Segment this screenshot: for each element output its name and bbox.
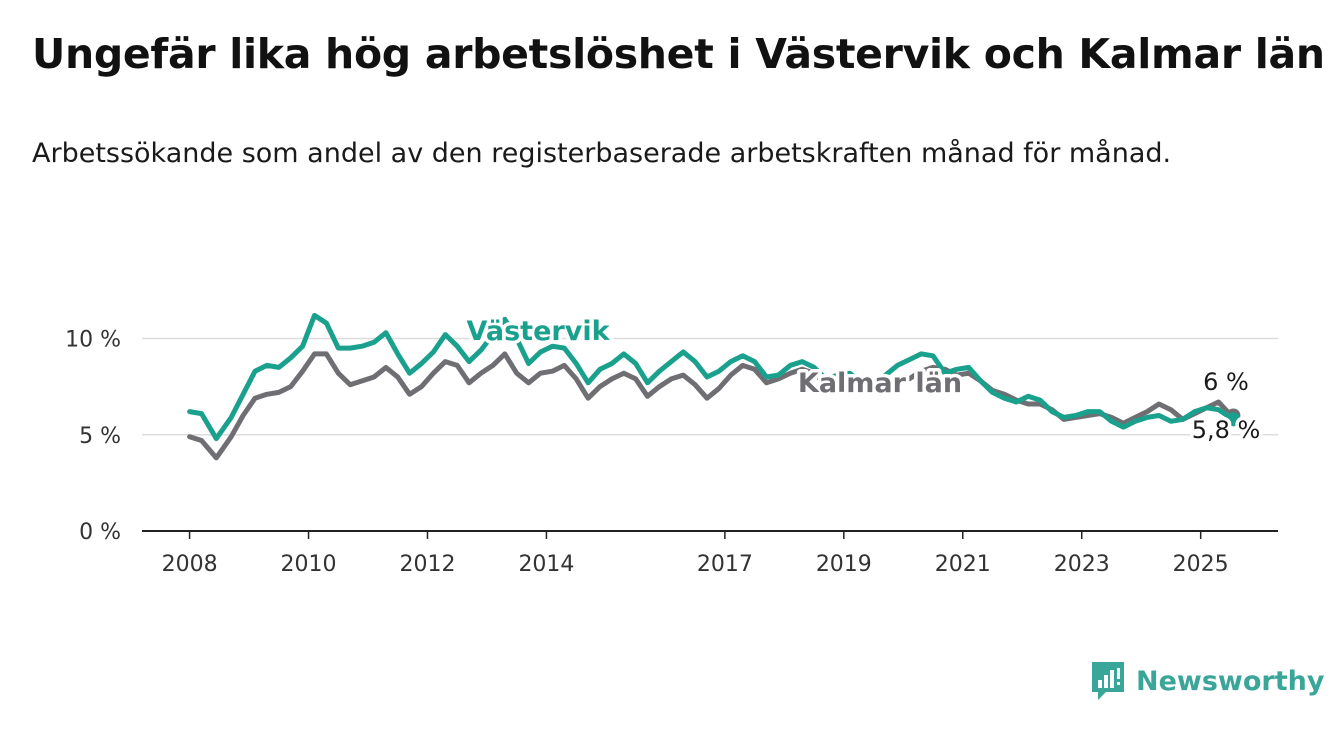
y-tick-label: 0 % xyxy=(79,520,121,545)
end-label-kalmar: 6 % xyxy=(1203,368,1249,396)
series-line-kalmar-lan xyxy=(187,351,1236,461)
x-tick-label: 2008 xyxy=(162,552,218,577)
x-tick-label: 2021 xyxy=(935,552,991,577)
x-tick-label: 2019 xyxy=(816,552,872,577)
end-label-vastervik: 5,8 % xyxy=(1192,416,1261,444)
x-tick-label: 2014 xyxy=(518,552,574,577)
y-tick-label: 10 % xyxy=(65,328,121,353)
series-end-point xyxy=(1226,412,1241,427)
y-tick-label: 5 % xyxy=(79,424,121,449)
x-tick-label: 2025 xyxy=(1173,552,1229,577)
chart-title: Ungefär lika hög arbetslöshet i Västervi… xyxy=(32,30,1325,78)
series-label-vastervik: Västervik xyxy=(466,316,610,347)
series-label-kalmar: Kalmar län xyxy=(798,368,962,399)
series-line-vastervik xyxy=(187,312,1236,442)
x-tick-label: 2023 xyxy=(1054,552,1110,577)
chart-subtitle: Arbetssökande som andel av den registerb… xyxy=(32,138,1172,169)
x-tick-label: 2012 xyxy=(399,552,455,577)
x-tick-label: 2017 xyxy=(697,552,753,577)
brand-name: Newsworthy xyxy=(1136,665,1325,697)
bar-chart-flag-icon xyxy=(1092,662,1124,700)
x-tick-label: 2010 xyxy=(281,552,337,577)
brand-logo: Newsworthy xyxy=(1090,660,1324,702)
